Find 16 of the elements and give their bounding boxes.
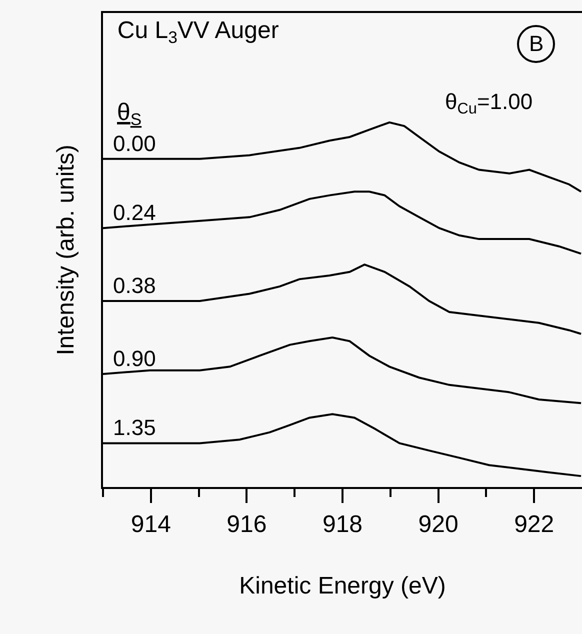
text: θ$_{Cu}$=1.00 [445,89,533,118]
series-label: 0.00 [113,131,156,156]
text: B [529,31,544,56]
y-axis-title: Intensity (arb. units) [52,144,80,356]
x-tick-label: 916 [226,510,267,538]
x-tick-label: 914 [130,510,171,538]
series-label: 1.35 [113,415,156,440]
series-label: 0.90 [113,346,156,371]
legend-title: θ$_{S}$ [117,99,142,130]
series-label: 0.38 [113,273,156,298]
x-tick-label: 920 [418,510,458,538]
series-label: 0.24 [113,200,156,225]
x-axis-title: Kinetic Energy (eV) [239,572,446,600]
x-tick-label: 922 [514,510,554,538]
x-tick-label: 918 [322,510,363,538]
chart-title: Cu L$_{3}$VV Auger [117,16,279,48]
